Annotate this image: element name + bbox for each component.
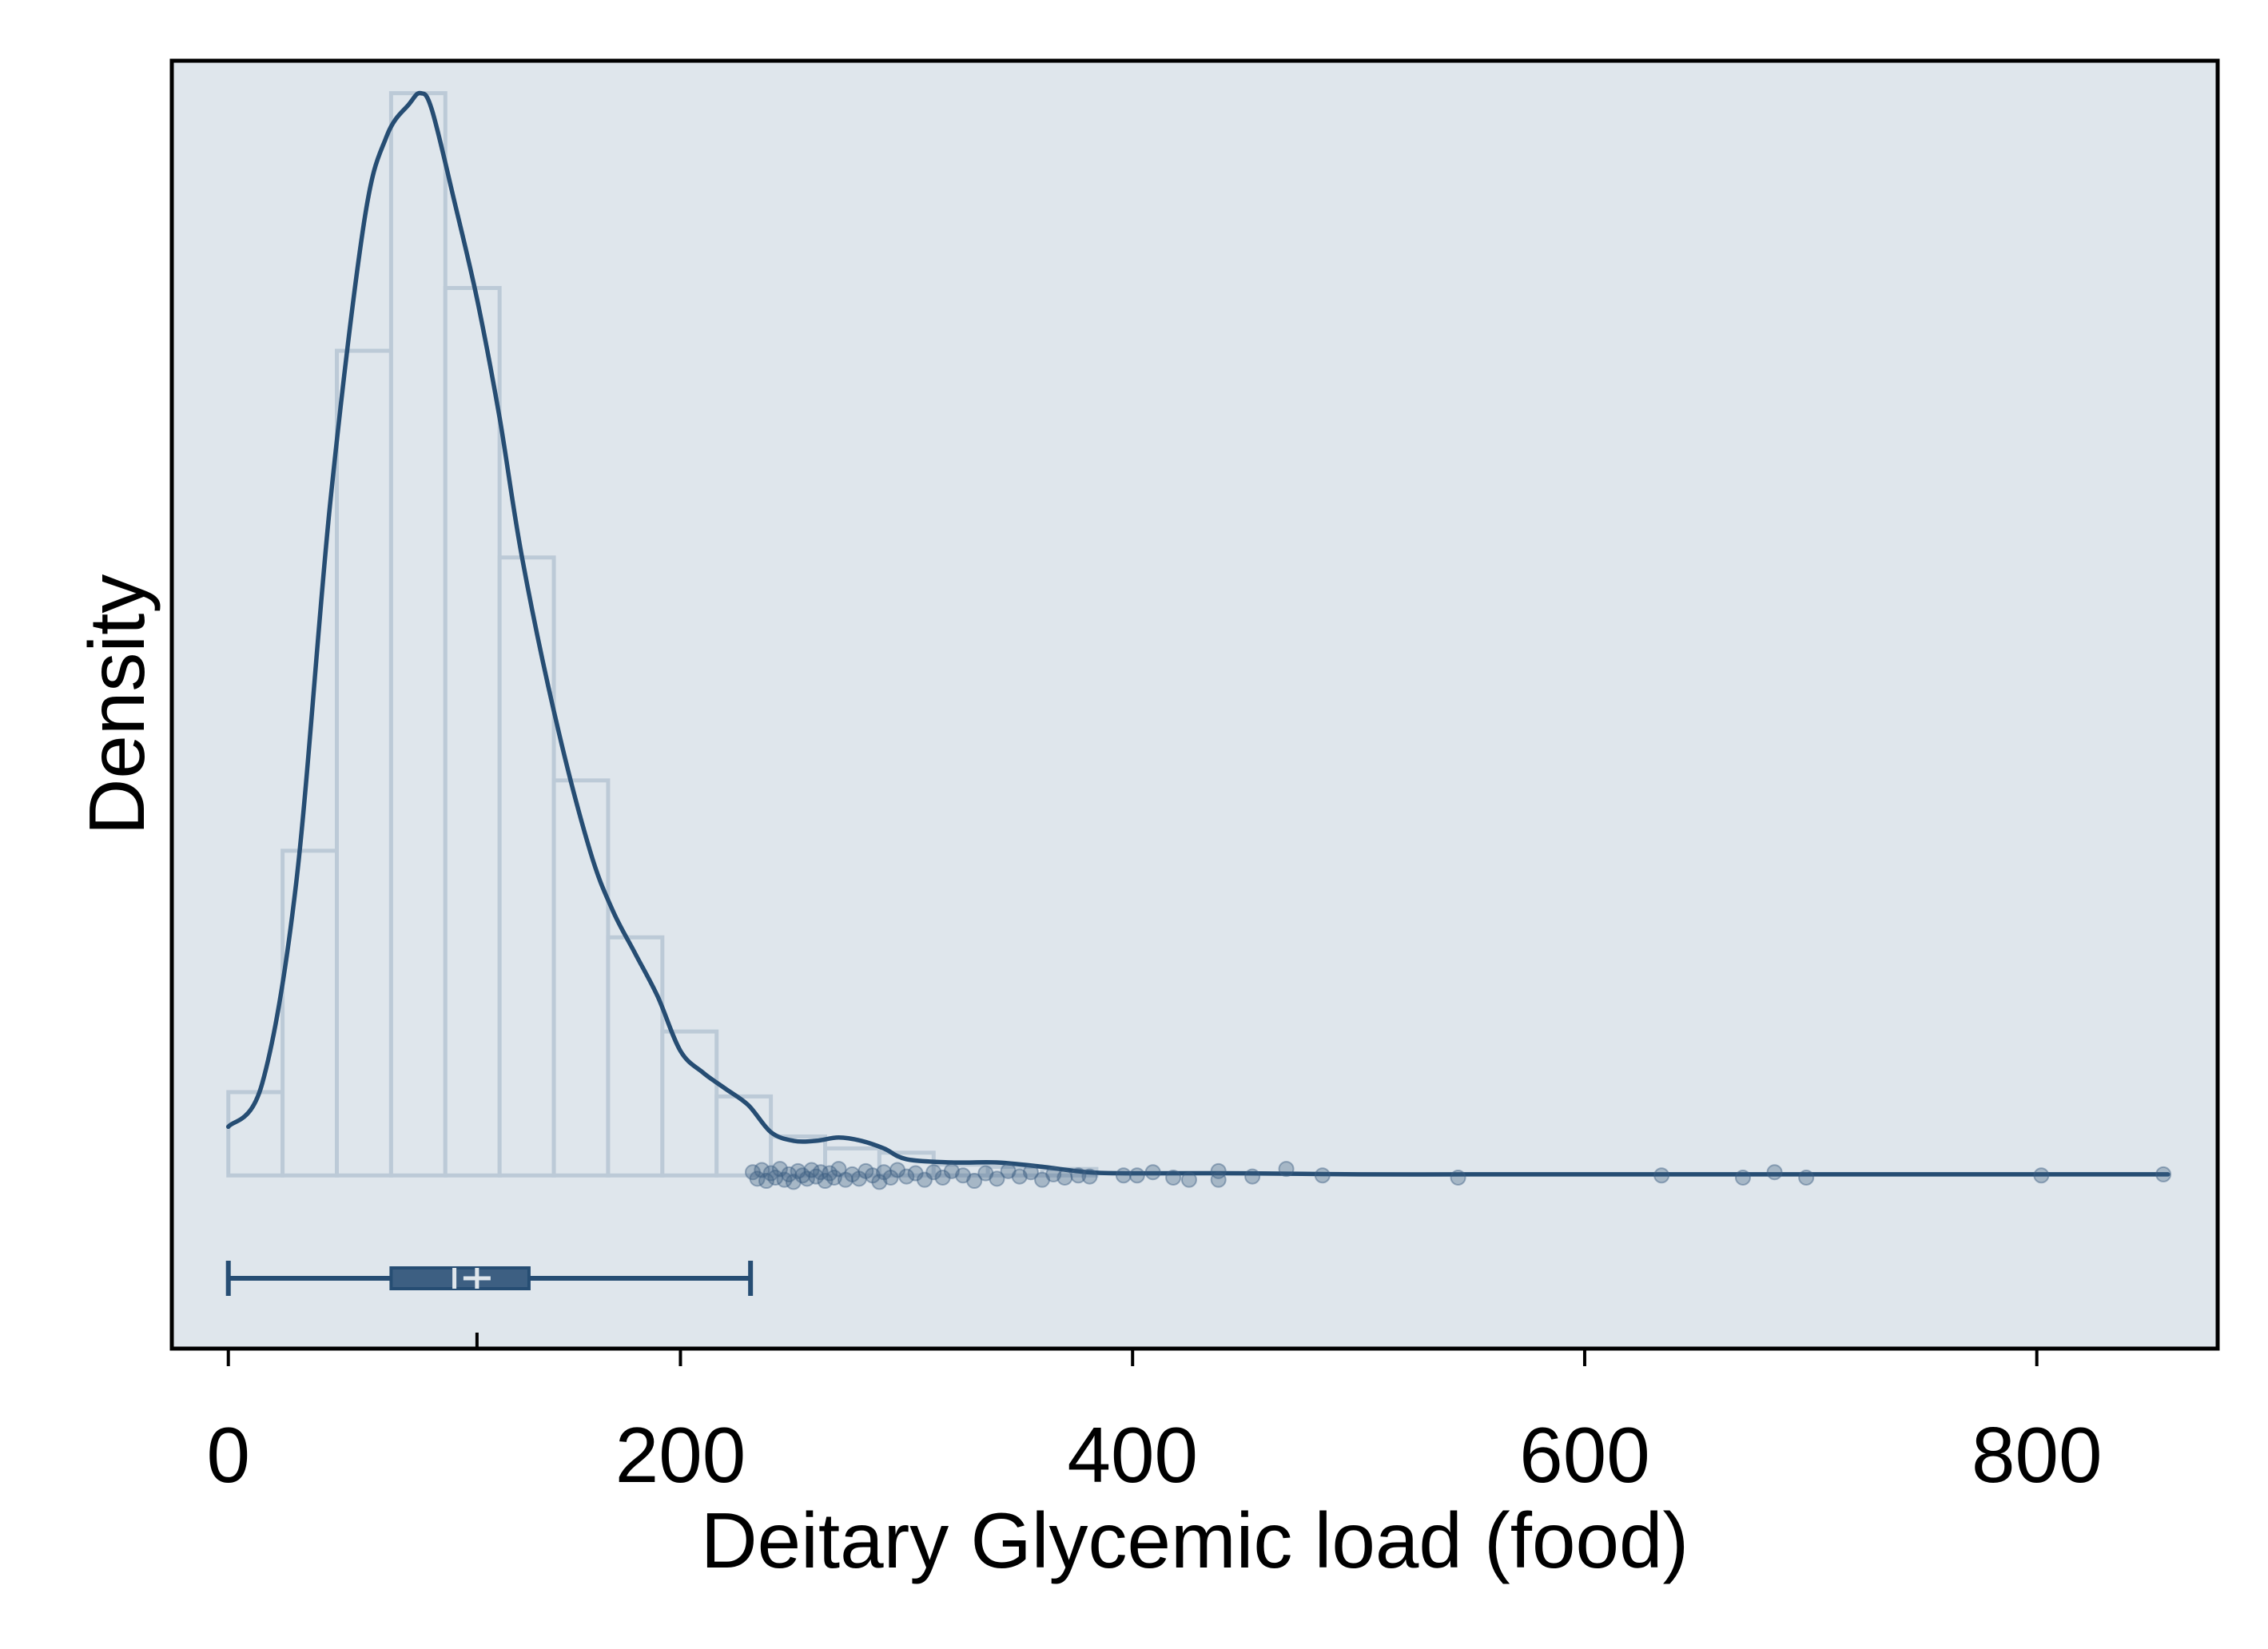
x-tick-label: 600 — [1519, 1411, 1650, 1499]
density-curve — [225, 90, 2171, 1177]
outlier-point — [1210, 1171, 1227, 1188]
outlier-point — [1180, 1171, 1197, 1188]
histogram-bar — [334, 348, 393, 1178]
outlier-point — [1165, 1169, 1182, 1186]
outlier-point — [943, 1162, 960, 1179]
density-curve-layer — [225, 90, 2171, 1177]
box-iqr — [389, 1266, 531, 1290]
outlier-point — [2155, 1166, 2172, 1182]
outlier-point — [1144, 1164, 1161, 1181]
x-tick-label: 0 — [206, 1411, 250, 1499]
outlier-point — [749, 1170, 766, 1187]
outlier-point — [822, 1165, 838, 1182]
outlier-point — [817, 1173, 834, 1190]
outlier-point — [798, 1170, 815, 1187]
outlier-point — [876, 1164, 893, 1181]
outlier-point — [966, 1173, 983, 1190]
outlier-point — [1734, 1169, 1751, 1186]
outlier-point — [1000, 1162, 1017, 1179]
y-axis-title: Density — [73, 574, 161, 836]
outlier-point — [1115, 1167, 1132, 1184]
histogram-bars — [226, 91, 1099, 1178]
outlier-point — [830, 1161, 847, 1178]
x-tick-label: 800 — [1972, 1411, 2103, 1499]
outlier-point — [889, 1162, 906, 1178]
histogram-bar — [714, 1094, 774, 1178]
histogram-bar — [388, 91, 448, 1178]
outlier-point — [1766, 1164, 1783, 1181]
outlier-point — [762, 1165, 779, 1182]
outlier-point — [826, 1169, 842, 1186]
outlier-point — [916, 1171, 933, 1188]
outlier-point — [790, 1162, 806, 1179]
outlier-point — [1070, 1167, 1087, 1184]
outlier-point — [812, 1164, 829, 1181]
outlier-point — [1244, 1168, 1261, 1185]
outlier-point — [837, 1171, 853, 1188]
x-axis-title: Deitary Glycemic load (food) — [701, 1496, 1689, 1584]
histogram-bar — [606, 935, 665, 1178]
outlier-point — [907, 1165, 924, 1182]
outlier-point — [785, 1174, 802, 1190]
outlier-point — [1653, 1167, 1670, 1184]
outlier-point — [1278, 1161, 1295, 1178]
outlier-point — [898, 1168, 915, 1185]
x-axis-ticks: 0 200 400 600 800 — [206, 1333, 2102, 1499]
outlier-point — [1045, 1166, 1062, 1182]
histogram-bar — [497, 555, 556, 1178]
outlier-point — [857, 1162, 874, 1179]
outlier-point — [758, 1173, 774, 1190]
outlier-point — [934, 1169, 951, 1186]
outlier-point — [955, 1167, 972, 1184]
outlier-point — [1798, 1169, 1815, 1186]
outlier-point — [771, 1161, 788, 1178]
outlier-point — [754, 1162, 770, 1178]
outlier-point — [808, 1168, 825, 1185]
outlier-point — [850, 1170, 867, 1187]
outlier-point — [844, 1166, 861, 1182]
outlier-point — [2033, 1167, 2050, 1184]
outlier-point — [925, 1164, 942, 1181]
outlier-point — [1022, 1164, 1039, 1181]
outlier-point — [1034, 1171, 1051, 1188]
outlier-point — [794, 1167, 811, 1184]
plot-frame — [169, 58, 2220, 1351]
outlier-point — [744, 1164, 761, 1181]
histogram-bar — [281, 848, 339, 1178]
histogram-bar — [443, 285, 502, 1178]
outlier-point — [1210, 1162, 1227, 1179]
outlier-point — [871, 1174, 888, 1190]
outlier-point — [1450, 1169, 1466, 1186]
outlier-point — [1081, 1168, 1098, 1185]
outlier-point — [776, 1171, 793, 1188]
boxplot-layer — [225, 1261, 754, 1296]
outlier-point — [882, 1169, 899, 1186]
outlier-point — [977, 1165, 994, 1182]
outlier-point — [1056, 1169, 1073, 1186]
outlier-point — [1128, 1167, 1145, 1184]
x-tick-label: 400 — [1067, 1411, 1198, 1499]
outlier-point — [767, 1169, 784, 1186]
histogram-bar — [660, 1029, 719, 1178]
outlier-point — [1011, 1168, 1028, 1185]
outlier-point — [781, 1166, 798, 1182]
histogram-bar — [551, 778, 611, 1178]
outlier-point — [803, 1162, 820, 1178]
outlier-point — [864, 1167, 881, 1184]
outlier-points — [744, 1161, 2172, 1190]
outlier-point — [1314, 1167, 1331, 1184]
outlier-point — [989, 1170, 1005, 1187]
x-tick-label: 200 — [615, 1411, 746, 1499]
histogram-bar — [877, 1150, 936, 1178]
